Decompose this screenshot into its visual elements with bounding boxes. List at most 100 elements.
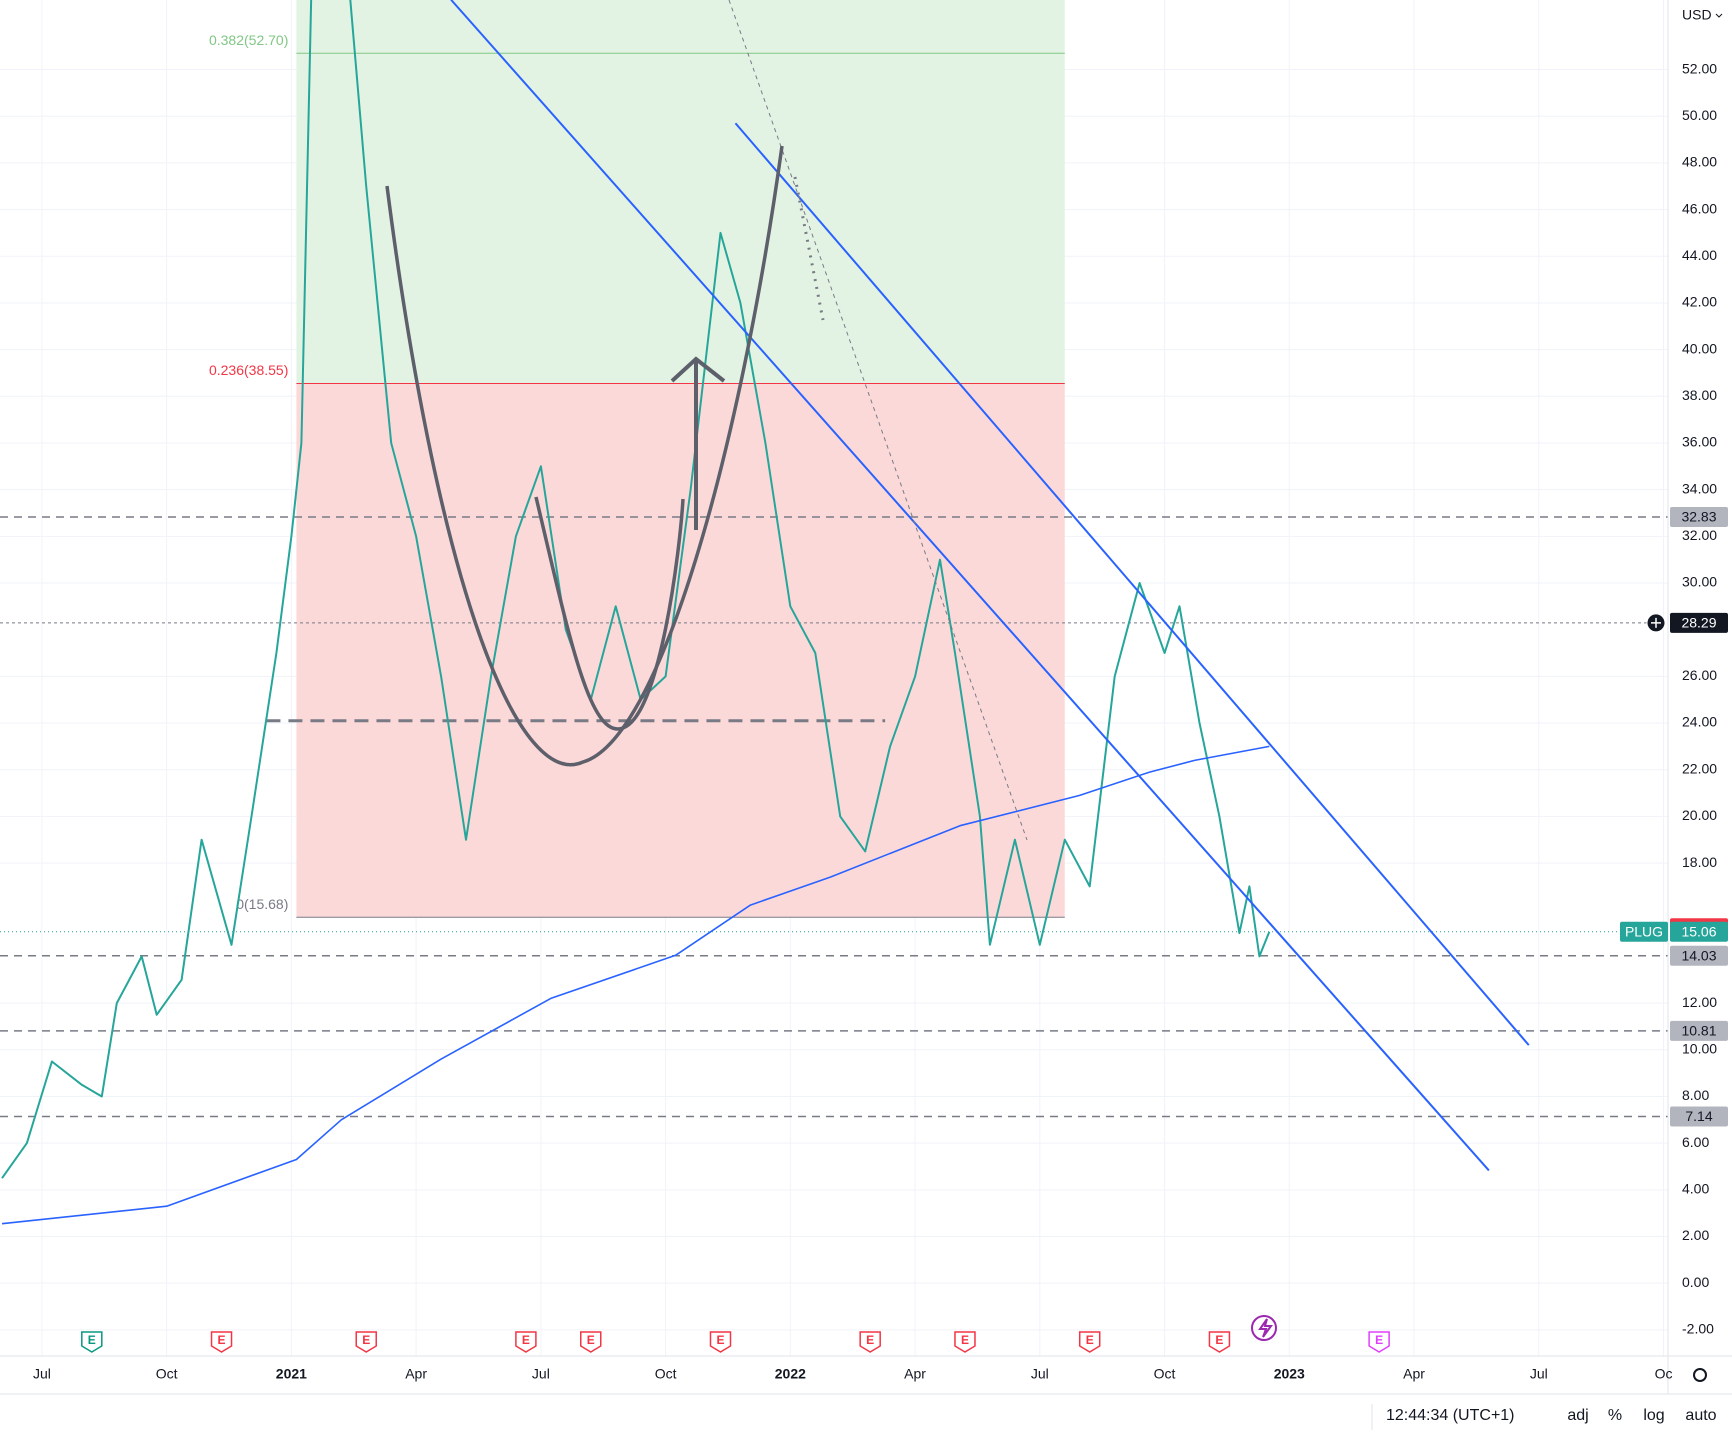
breakout-arrow [670, 356, 726, 530]
dotted-path [793, 176, 825, 321]
y-tick-label: 8.00 [1682, 1087, 1709, 1103]
crosshair-plus-sign [1651, 617, 1661, 628]
x-tick-label: Apr [405, 1366, 427, 1382]
earnings-label: E [1215, 1333, 1223, 1347]
earnings-label: E [866, 1333, 874, 1347]
crosshair-label: 28.29 [1681, 615, 1716, 631]
y-tick-label: 46.00 [1682, 200, 1717, 216]
y-tick-label: 2.00 [1682, 1227, 1709, 1243]
y-tick-label: 48.00 [1682, 154, 1717, 170]
level-label: 14.03 [1681, 947, 1716, 963]
fib-label: 0(15.68) [236, 896, 288, 912]
fib-zone [296, 383, 1065, 918]
toolbar-button[interactable]: log [1643, 1407, 1664, 1424]
earnings-label: E [716, 1333, 724, 1347]
y-tick-label: 26.00 [1682, 667, 1717, 683]
earnings-label: E [1375, 1333, 1383, 1347]
toolbar-button[interactable]: % [1608, 1407, 1622, 1424]
settings-icon[interactable] [1693, 1368, 1707, 1382]
x-tick-label: Apr [904, 1366, 926, 1382]
x-tick-label: 2021 [276, 1366, 307, 1382]
clock: 12:44:34 (UTC+1) [1386, 1407, 1515, 1424]
fib-zone [296, 0, 1065, 384]
y-tick-label: 0.00 [1682, 1274, 1709, 1290]
y-tick-label: -2.00 [1682, 1321, 1714, 1337]
symbol-label: PLUG [1625, 923, 1663, 939]
currency-chevron [1715, 13, 1723, 18]
gear[interactable] [1693, 1368, 1707, 1382]
earnings-badge [1078, 1331, 1101, 1353]
level-label: 32.83 [1681, 509, 1716, 525]
last-price-label-box [1670, 921, 1728, 942]
dividend-icon [1251, 1315, 1278, 1341]
fib-label: 0.382(52.70) [209, 32, 288, 48]
x-tick-label: Oct [156, 1366, 178, 1382]
level-label-box [1670, 506, 1728, 527]
plot-background [0, 0, 1668, 1356]
earnings-badge [1208, 1331, 1231, 1353]
earnings-label: E [88, 1333, 96, 1347]
y-tick-label: 12.00 [1682, 994, 1717, 1010]
earnings-label: E [1086, 1333, 1094, 1347]
toolbar-button[interactable]: auto [1685, 1407, 1716, 1424]
x-tick-label: Jul [1530, 1366, 1548, 1382]
y-tick-label: 10.00 [1682, 1040, 1717, 1056]
price-line [1, 0, 1271, 1179]
earnings-label: E [362, 1333, 370, 1347]
small-cup-curve [534, 496, 685, 731]
trendline [734, 122, 1530, 1046]
earnings-badge [954, 1331, 976, 1353]
y-tick-label: 38.00 [1682, 387, 1717, 403]
earnings-badge [709, 1331, 732, 1353]
currency: USD [1682, 7, 1712, 23]
earnings-label: E [522, 1333, 530, 1347]
toolbar-button[interactable]: adj [1567, 1407, 1588, 1424]
x-tick-label: Jul [532, 1366, 550, 1382]
earnings-badge [859, 1331, 881, 1353]
x-tick-label: Oct [655, 1366, 677, 1382]
y-tick-label: 36.00 [1682, 434, 1717, 450]
y-tick-label: 42.00 [1682, 294, 1717, 310]
level-label: 10.81 [1681, 1023, 1716, 1039]
x-tick-label: Oc [1655, 1366, 1673, 1382]
earnings-label: E [961, 1333, 969, 1347]
x-tick-label: Jul [1031, 1366, 1049, 1382]
y-tick-label: 32.00 [1682, 527, 1717, 543]
trendline [450, 0, 1490, 1172]
pattern-drawings [385, 0, 1028, 841]
x-tick-label: Apr [1403, 1366, 1425, 1382]
y-tick-label: 40.00 [1682, 340, 1717, 356]
earnings-badge [355, 1331, 377, 1353]
y-tick-label: 24.00 [1682, 714, 1717, 730]
level-label-box [1670, 1106, 1728, 1127]
earnings-badge [515, 1331, 537, 1353]
earnings-label: E [587, 1333, 595, 1347]
y-tick-label: 18.00 [1682, 854, 1717, 870]
y-tick-label: 6.00 [1682, 1134, 1709, 1150]
last-price-label: 15.06 [1681, 923, 1716, 939]
y-tick-label: 34.00 [1682, 480, 1717, 496]
earnings-badge [580, 1331, 602, 1353]
earnings-badge [81, 1331, 103, 1353]
fib-label: 0.236(38.55) [209, 362, 288, 378]
symbol-box [1620, 921, 1668, 942]
y-tick-label: 4.00 [1682, 1181, 1709, 1197]
x-tick-label: Oct [1154, 1366, 1176, 1382]
level-label-box [1670, 1020, 1728, 1041]
plot-drawings: 0.382(52.70) 0.236(38.55) 0(15.68) [0, 0, 1668, 1225]
y-tick-label: 52.00 [1682, 60, 1717, 76]
earnings-badge [1368, 1331, 1390, 1353]
earnings-badge [210, 1331, 233, 1353]
y-tick-label: 20.00 [1682, 807, 1717, 823]
y-tick-label: 44.00 [1682, 247, 1717, 263]
level-label: 7.14 [1685, 1108, 1712, 1124]
crosshair-label-box [1670, 612, 1728, 633]
cup-curve [385, 145, 784, 767]
earnings-label: E [218, 1333, 226, 1347]
x-tick-label: Jul [33, 1366, 51, 1382]
x-tick-label: 2022 [775, 1366, 806, 1382]
y-tick-label: 22.00 [1682, 760, 1717, 776]
level-label-box [1670, 945, 1728, 966]
